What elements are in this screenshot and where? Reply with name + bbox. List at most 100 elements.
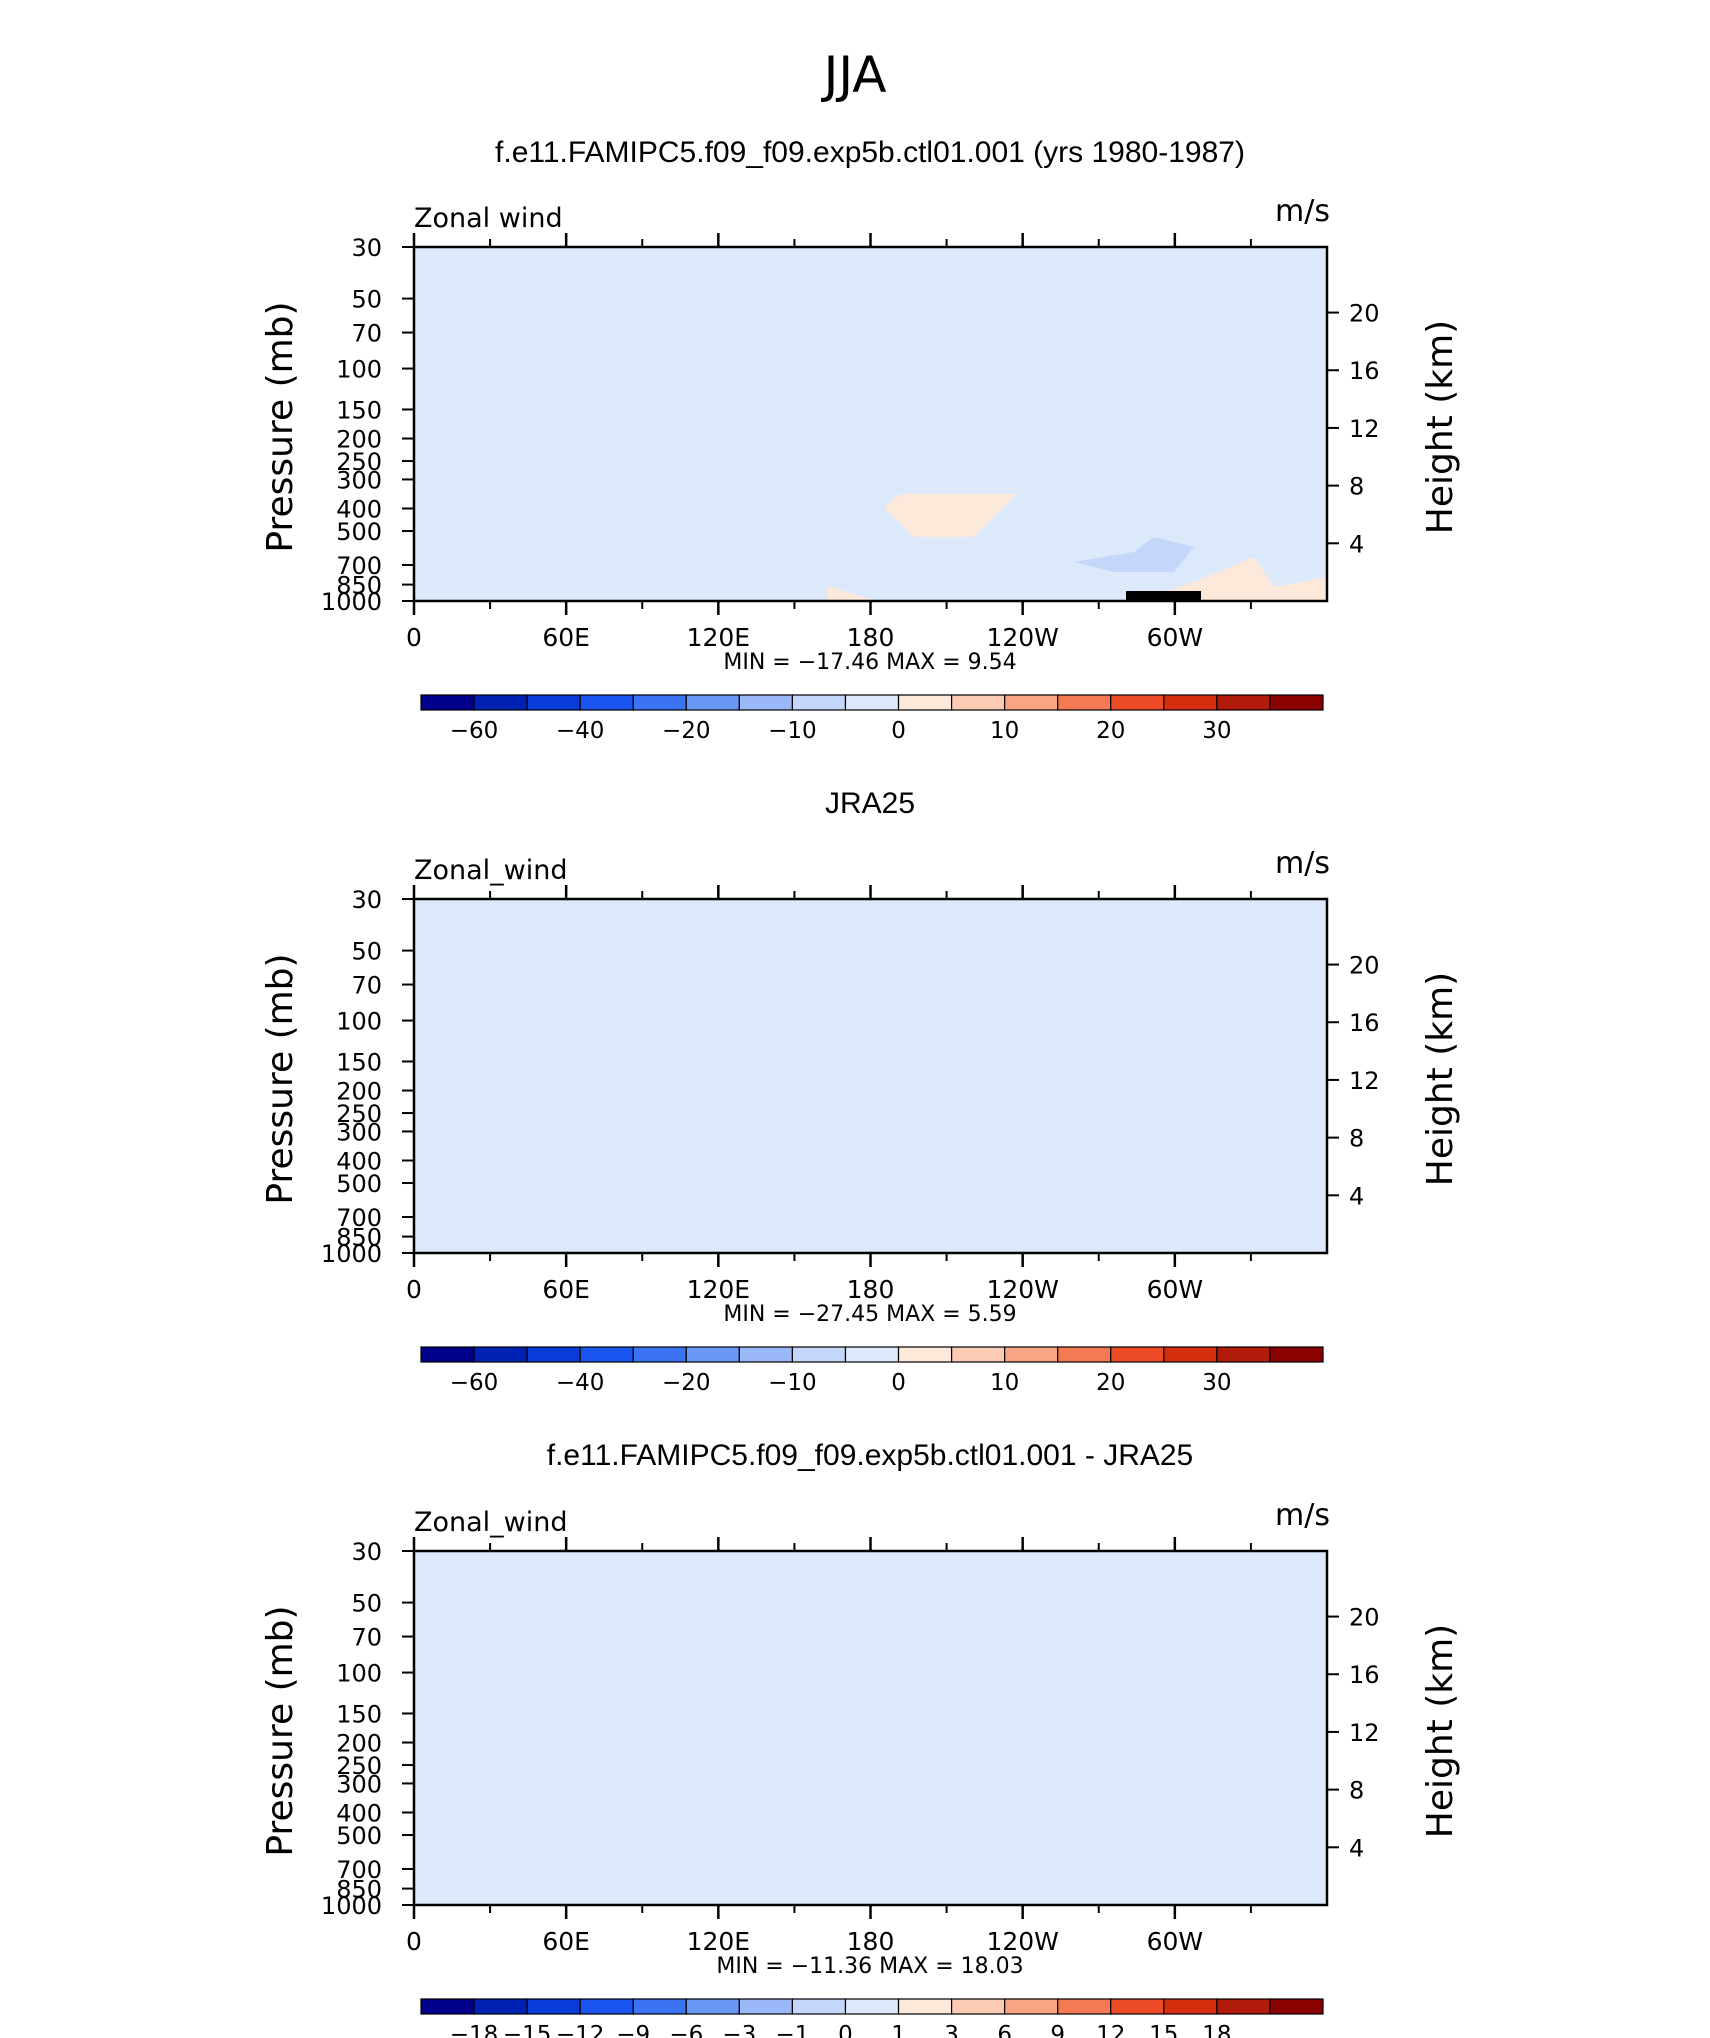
colorbar-cell bbox=[844, 1346, 900, 1363]
y-axis-label: Pressure (mb) bbox=[260, 953, 301, 1204]
contour-region bbox=[828, 585, 874, 601]
y-tick-label: 70 bbox=[351, 320, 382, 348]
x-tick-label: 60E bbox=[542, 1275, 590, 1304]
colorbar-cell bbox=[738, 694, 794, 711]
colorbar-cell bbox=[632, 694, 687, 711]
y2-axis-label: Height (km) bbox=[1420, 972, 1461, 1186]
y-tick-label: 300 bbox=[336, 1770, 382, 1798]
colorbar-cell bbox=[950, 1346, 1006, 1363]
colorbar-label: −60 bbox=[450, 718, 499, 744]
x-tick-label: 60E bbox=[542, 1927, 590, 1956]
colorbar-cell bbox=[1163, 694, 1218, 711]
figure-title: JJA bbox=[821, 46, 887, 104]
y2-tick-label: 16 bbox=[1349, 357, 1380, 385]
colorbar-cell bbox=[632, 1346, 687, 1363]
y-tick-label: 70 bbox=[351, 972, 382, 1000]
colorbar-cell bbox=[1216, 1998, 1271, 2015]
x-tick-label: 60W bbox=[1147, 1927, 1204, 1956]
colorbar-cell bbox=[1216, 694, 1271, 711]
colorbar-label: 0 bbox=[891, 718, 906, 744]
colorbar-cell bbox=[897, 1346, 953, 1363]
y2-axis-label: Height (km) bbox=[1420, 1624, 1461, 1838]
y2-tick-label: 12 bbox=[1349, 1067, 1380, 1095]
colorbar-label: −1 bbox=[775, 2022, 809, 2038]
variable-label: Zonal_wind bbox=[414, 855, 568, 886]
colorbar-cell bbox=[1057, 1346, 1112, 1363]
colorbar-label: −6 bbox=[669, 2022, 703, 2038]
colorbar-label: −20 bbox=[662, 1370, 711, 1396]
y-tick-label: 700 bbox=[336, 1856, 382, 1884]
y-tick-label: 1000 bbox=[321, 588, 382, 616]
y2-axis-label: Height (km) bbox=[1420, 320, 1461, 534]
panel-title: JRA25 bbox=[825, 787, 915, 820]
colorbar-cell bbox=[685, 1998, 740, 2015]
field-background bbox=[414, 1551, 1327, 1905]
colorbar-cell bbox=[420, 1346, 475, 1363]
colorbar-label: 9 bbox=[1050, 2022, 1065, 2038]
x-tick-label: 120E bbox=[687, 1275, 751, 1304]
y-tick-label: 250 bbox=[336, 1100, 382, 1128]
colorbar-cell bbox=[526, 1346, 581, 1363]
colorbar-cell bbox=[1110, 694, 1165, 711]
colorbar-label: 1 bbox=[891, 2022, 906, 2038]
colorbar-label: −60 bbox=[450, 1370, 499, 1396]
colorbar-cell bbox=[844, 694, 900, 711]
colorbar-cell bbox=[526, 1998, 581, 2015]
y-tick-label: 150 bbox=[336, 1048, 382, 1076]
colorbar-label: −15 bbox=[503, 2022, 552, 2038]
y-tick-label: 50 bbox=[351, 1590, 382, 1618]
variable-label: Zonal wind bbox=[414, 203, 563, 234]
y-tick-label: 400 bbox=[336, 495, 382, 523]
y-tick-label: 400 bbox=[336, 1799, 382, 1827]
panel-3: f.e11.FAMIPC5.f09_f09.exp5b.ctl01.001 - … bbox=[260, 1439, 1461, 2038]
colorbar-label: 0 bbox=[838, 2022, 853, 2038]
y-tick-label: 300 bbox=[336, 1118, 382, 1146]
y-tick-label: 30 bbox=[351, 1538, 382, 1566]
y-tick-label: 400 bbox=[336, 1147, 382, 1175]
y-tick-label: 250 bbox=[336, 1752, 382, 1780]
units-label: m/s bbox=[1275, 846, 1330, 881]
y2-tick-label: 12 bbox=[1349, 415, 1380, 443]
y-tick-label: 850 bbox=[336, 1876, 382, 1904]
colorbar-cell bbox=[420, 1998, 475, 2015]
colorbar-cell bbox=[1004, 1346, 1059, 1363]
colorbar-label: 15 bbox=[1149, 2022, 1178, 2038]
y2-tick-label: 4 bbox=[1349, 530, 1364, 558]
colorbar-label: 12 bbox=[1096, 2022, 1125, 2038]
panel-2: JRA25 Zonal_wind m/s 0 60E 120E 180 120W 60W 30 50… bbox=[260, 787, 1461, 1396]
colorbar-cell bbox=[1163, 1346, 1218, 1363]
colorbar-cell bbox=[738, 1998, 794, 2015]
y-tick-label: 250 bbox=[336, 448, 382, 476]
contour-region bbox=[884, 494, 1017, 537]
colorbar-label: 10 bbox=[990, 1370, 1019, 1396]
x-tick-label: 180 bbox=[847, 1275, 895, 1304]
x-tick-label: 180 bbox=[847, 623, 895, 652]
colorbar-cell bbox=[844, 1998, 900, 2015]
y2-tick-label: 16 bbox=[1349, 1661, 1380, 1689]
y2-tick-label: 8 bbox=[1349, 473, 1364, 501]
colorbar-cell bbox=[1057, 694, 1112, 711]
stats-text: MIN = −11.36 MAX = 18.03 bbox=[716, 1954, 1023, 1979]
stats-text: MIN = −17.46 MAX = 9.54 bbox=[723, 650, 1016, 675]
y-tick-label: 100 bbox=[336, 1008, 382, 1036]
stats-text: MIN = −27.45 MAX = 5.59 bbox=[723, 1302, 1016, 1327]
y-tick-label: 30 bbox=[351, 886, 382, 914]
y2-tick-label: 20 bbox=[1349, 1604, 1380, 1632]
x-tick-label: 120E bbox=[687, 1927, 751, 1956]
x-tick-label: 0 bbox=[406, 623, 422, 652]
colorbar-cell bbox=[1004, 1998, 1059, 2015]
field-background bbox=[414, 247, 1327, 601]
colorbar-label: 18 bbox=[1202, 2022, 1231, 2038]
colorbar-cell bbox=[473, 1998, 528, 2015]
y-axis-label: Pressure (mb) bbox=[260, 1605, 301, 1856]
y-tick-label: 700 bbox=[336, 1204, 382, 1232]
y2-tick-label: 8 bbox=[1349, 1125, 1364, 1153]
colorbar-label: −40 bbox=[556, 1370, 605, 1396]
land-mask bbox=[1126, 591, 1201, 601]
colorbar-cell bbox=[791, 1346, 847, 1363]
panel-title: f.e11.FAMIPC5.f09_f09.exp5b.ctl01.001 (y… bbox=[495, 136, 1245, 169]
colorbar-label: 6 bbox=[997, 2022, 1012, 2038]
y-tick-label: 1000 bbox=[321, 1892, 382, 1920]
y-axis-label: Pressure (mb) bbox=[260, 301, 301, 552]
colorbar-label: 0 bbox=[891, 1370, 906, 1396]
